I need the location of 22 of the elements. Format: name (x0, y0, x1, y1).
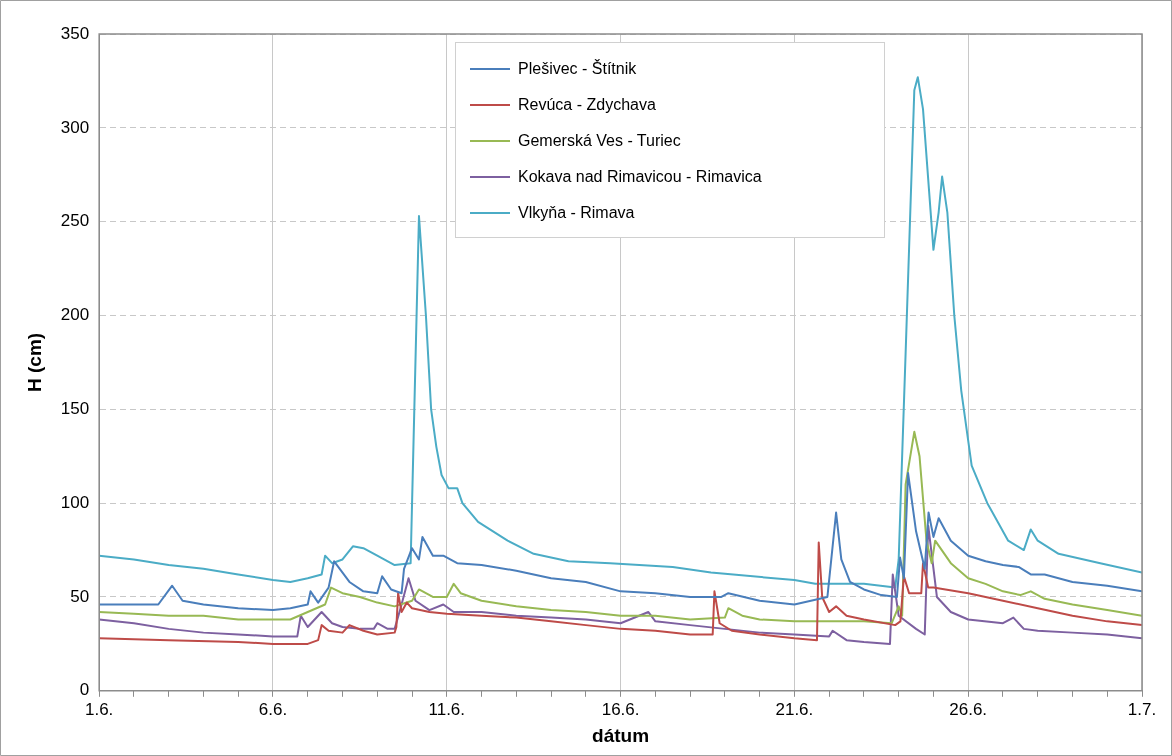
y-tick-label: 350 (60, 23, 90, 43)
y-axis-title: H (cm) (23, 332, 45, 392)
x-tick-label: 1.7. (1127, 699, 1157, 719)
x-tick-label: 11.6. (428, 699, 466, 719)
x-tick-label: 21.6. (775, 699, 814, 719)
x-tick-label: 26.6. (949, 699, 988, 719)
legend-label: Revúca - Zdychava (518, 96, 656, 114)
y-tick-label: 250 (60, 211, 90, 231)
x-tick-label: 6.6. (258, 699, 288, 719)
y-tick-label: 150 (60, 399, 90, 418)
x-tick-label: 1.6. (84, 699, 114, 719)
y-tick-label: 100 (60, 492, 90, 512)
legend-label: Plešivec - Štítnik (518, 60, 637, 78)
y-tick-label: 300 (60, 117, 90, 137)
y-tick-label: 0 (79, 680, 90, 700)
legend-label: Vlkyňa - Rimava (518, 204, 635, 222)
x-axis-title: dátum (592, 724, 650, 746)
y-tick-label: 200 (60, 305, 90, 325)
legend-label: Kokava nad Rimavicou - Rimavica (518, 168, 762, 186)
y-tick-label: 50 (70, 586, 90, 606)
legend-label: Gemerská Ves - Turiec (518, 132, 681, 150)
x-tick-label: 16.6. (601, 699, 640, 719)
